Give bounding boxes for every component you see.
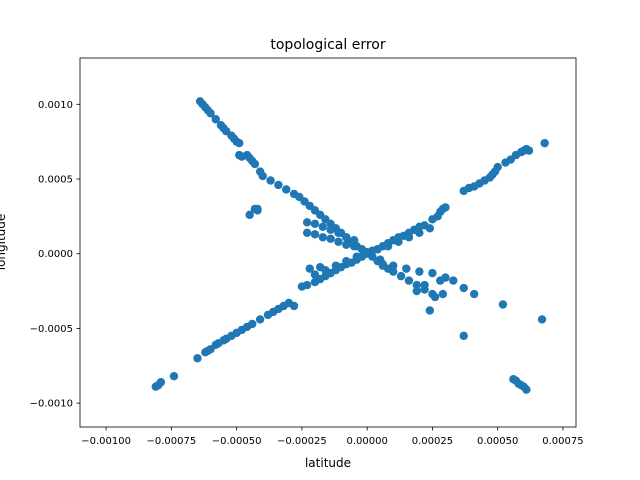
data-point [459, 331, 468, 341]
data-point [274, 180, 283, 190]
data-point [415, 228, 424, 237]
data-point [469, 289, 479, 299]
data-point [318, 233, 327, 242]
data-point [373, 245, 382, 254]
data-point [331, 261, 341, 270]
data-point [349, 242, 359, 251]
data-point [315, 262, 325, 272]
x-tick-label: 0.00075 [542, 436, 583, 447]
y-tick-label: −0.0005 [30, 324, 73, 335]
data-point [342, 240, 351, 249]
data-point [305, 264, 314, 273]
data-point [302, 228, 312, 237]
y-axis-label: longitude [0, 214, 8, 271]
data-point [211, 115, 220, 124]
data-point [302, 280, 312, 290]
data-point [383, 242, 393, 251]
data-point [430, 292, 440, 302]
data-point [326, 225, 335, 234]
data-point [193, 354, 202, 363]
x-tick-label: −0.00050 [212, 436, 262, 447]
data-point [493, 162, 502, 172]
data-point [402, 264, 411, 273]
data-point [326, 234, 335, 243]
data-point [255, 315, 265, 324]
points-layer [151, 97, 549, 394]
data-point [334, 237, 343, 246]
plot-frame [79, 57, 577, 428]
y-tick-label: −0.0010 [30, 399, 73, 410]
data-point [282, 185, 291, 194]
x-tick-label: −0.00025 [277, 436, 327, 447]
data-point [169, 372, 179, 381]
data-point [376, 255, 385, 264]
data-point [245, 210, 254, 220]
data-point [310, 270, 320, 279]
data-point [420, 280, 429, 290]
data-point [289, 301, 299, 311]
data-point [394, 237, 403, 246]
data-point [412, 280, 421, 290]
data-point [248, 319, 257, 329]
data-point [334, 228, 343, 237]
data-point [425, 306, 435, 315]
data-point [498, 300, 508, 309]
data-point [310, 230, 320, 239]
data-point [404, 276, 414, 285]
data-point [349, 236, 359, 245]
data-point [302, 218, 312, 227]
data-point [436, 276, 445, 285]
data-point [415, 267, 424, 276]
y-tick-label: 0.0010 [38, 100, 73, 111]
data-point [342, 233, 351, 242]
data-point [459, 283, 468, 293]
data-point [522, 385, 531, 394]
data-point [258, 171, 267, 181]
data-point [438, 289, 448, 299]
data-point [396, 271, 406, 281]
chart-title: topological error [270, 37, 385, 53]
data-point [524, 146, 534, 155]
data-point [235, 138, 244, 148]
data-point [206, 109, 215, 118]
data-point [266, 176, 275, 185]
y-tick-label: 0.0000 [38, 249, 73, 260]
y-axis: −0.0010 −0.0005 0.0000 0.0005 0.0010 [30, 100, 80, 410]
data-point [428, 268, 437, 278]
data-point [537, 315, 547, 324]
data-point [250, 159, 260, 169]
data-point [310, 219, 320, 229]
data-point [404, 233, 414, 242]
data-point [352, 252, 361, 261]
data-point [318, 222, 327, 232]
data-point [540, 138, 549, 148]
x-tick-label: 0.00025 [412, 436, 453, 447]
x-axis-label: latitude [305, 456, 351, 470]
data-point [425, 224, 435, 233]
data-point [156, 377, 166, 387]
data-point [389, 261, 398, 270]
data-point [441, 203, 450, 212]
x-tick-label: 0.00000 [346, 436, 387, 447]
x-tick-label: 0.00050 [477, 436, 518, 447]
data-point [449, 276, 458, 285]
y-tick-label: 0.0005 [38, 175, 73, 186]
data-point [412, 286, 421, 296]
data-point [253, 204, 262, 214]
x-tick-label: −0.00100 [81, 436, 131, 447]
x-axis: −0.00100 −0.00075 −0.00050 −0.00025 0.00000 0… [81, 427, 584, 447]
x-tick-label: −0.00075 [147, 436, 197, 447]
data-point [342, 256, 351, 266]
data-point [389, 267, 398, 276]
